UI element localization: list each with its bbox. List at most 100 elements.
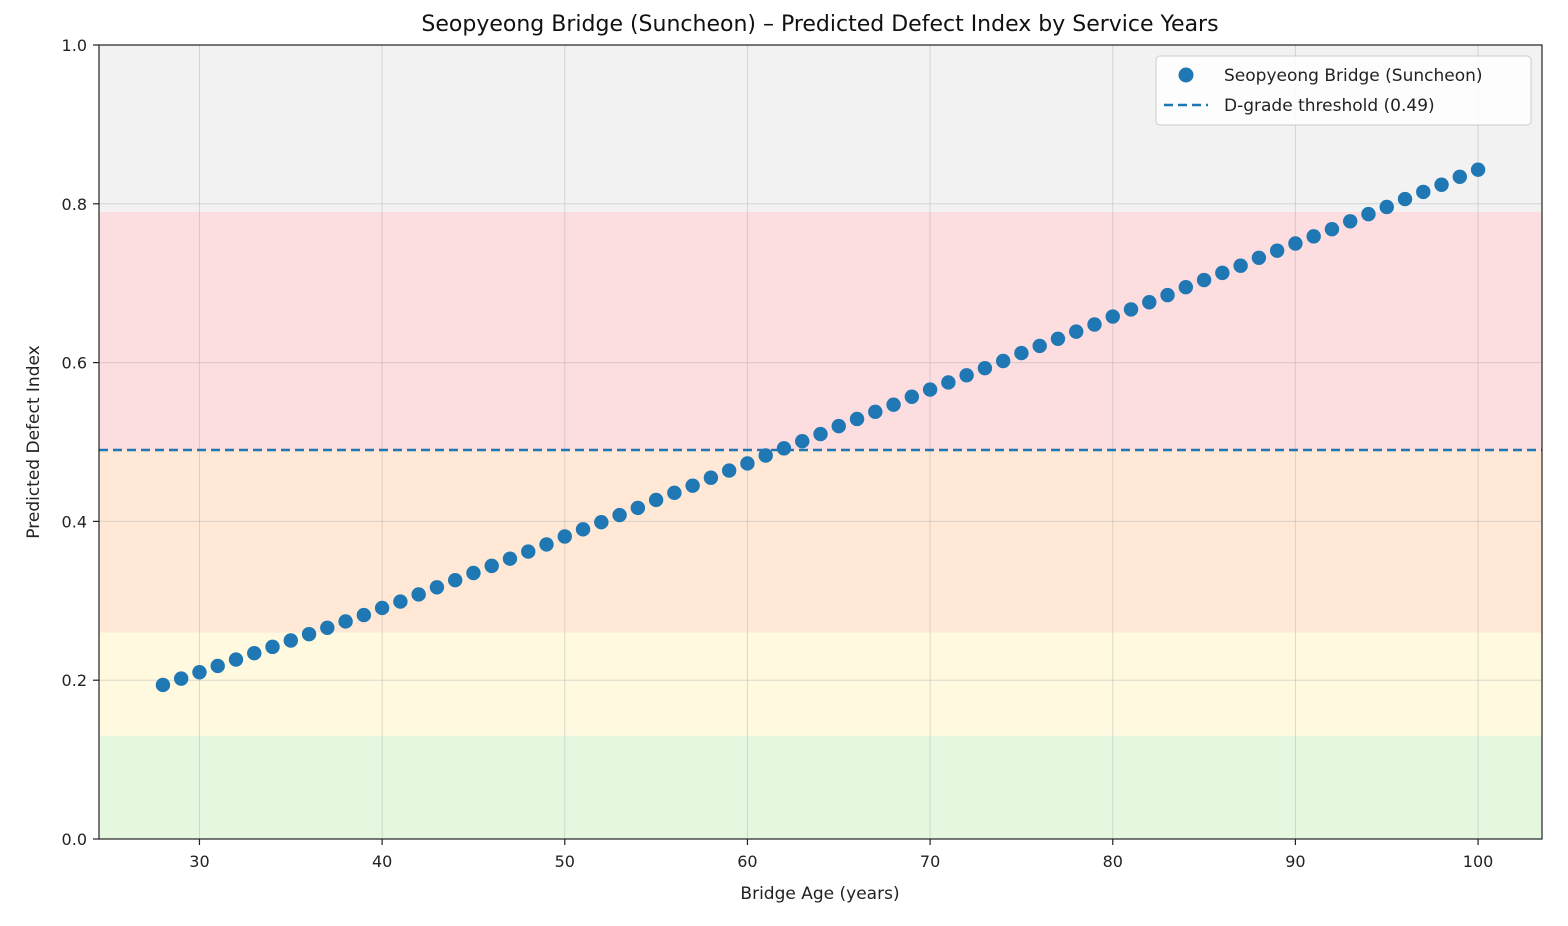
y-tick-label-0.0: 0.0 [62, 830, 87, 849]
data-point-age-90 [1288, 236, 1303, 251]
data-point-age-70 [922, 382, 938, 397]
data-point-age-64 [813, 426, 828, 442]
data-point-age-66 [849, 411, 865, 427]
x-tick-label-90: 90 [1285, 852, 1305, 871]
grid-lines [99, 44, 1542, 840]
x-tick-label-60: 60 [737, 852, 757, 871]
data-point-age-40 [374, 600, 390, 616]
legend-label-threshold: D-grade threshold (0.49) [1224, 96, 1435, 116]
data-point-age-44 [447, 572, 463, 588]
data-point-age-54 [630, 500, 646, 516]
data-point-age-51 [575, 522, 591, 537]
x-tick-label-80: 80 [1103, 852, 1123, 871]
severity-band-4 [99, 211, 1542, 450]
data-point-age-93 [1343, 214, 1358, 229]
data-point-age-38 [338, 614, 353, 629]
data-point-age-58 [703, 470, 719, 485]
data-point-age-69 [904, 389, 920, 404]
severity-band-3 [99, 449, 1542, 633]
data-point-age-47 [502, 551, 518, 566]
x-tick-label-30: 30 [189, 852, 209, 871]
data-point-age-35 [283, 633, 298, 648]
data-point-age-77 [1050, 331, 1066, 346]
data-point-age-46 [484, 558, 499, 574]
data-point-age-85 [1196, 272, 1212, 288]
data-point-age-28 [155, 677, 171, 693]
data-point-age-30 [192, 665, 207, 680]
data-point-age-42 [411, 587, 426, 602]
data-point-age-59 [721, 463, 737, 478]
severity-band-2 [99, 632, 1542, 736]
data-point-age-43 [429, 580, 445, 595]
legend-label-series: Seopyeong Bridge (Suncheon) [1224, 66, 1483, 86]
data-point-age-53 [612, 507, 627, 523]
data-point-age-39 [356, 607, 372, 623]
data-point-age-72 [959, 368, 974, 383]
data-point-age-81 [1123, 302, 1139, 317]
data-point-age-97 [1416, 184, 1431, 200]
data-point-age-78 [1069, 324, 1084, 339]
data-point-age-50 [557, 529, 572, 544]
data-point-age-95 [1379, 199, 1394, 215]
y-tick-label-0.8: 0.8 [62, 195, 87, 214]
data-point-age-75 [1014, 345, 1029, 361]
data-point-age-100 [1470, 162, 1486, 177]
chart-title: Seopyeong Bridge (Suncheon) – Predicted … [421, 12, 1218, 37]
y-axis-ticks: 0.0 0.2 0.4 0.6 0.8 1.0 [62, 36, 99, 849]
data-point-age-87 [1233, 258, 1248, 273]
data-point-age-61 [758, 448, 773, 463]
data-point-age-92 [1324, 222, 1340, 237]
y-tick-label-1.0: 1.0 [62, 36, 87, 55]
severity-bands [99, 45, 1542, 839]
data-point-age-55 [648, 492, 664, 508]
data-point-age-71 [941, 375, 956, 390]
data-point-age-33 [247, 646, 262, 661]
severity-band-1 [99, 735, 1542, 839]
data-point-age-48 [521, 544, 536, 559]
data-point-age-41 [393, 594, 408, 609]
data-point-age-73 [977, 360, 993, 376]
plot-frame [98, 44, 1543, 840]
data-point-age-32 [228, 652, 244, 667]
data-point-age-37 [320, 620, 335, 635]
data-point-age-96 [1397, 191, 1413, 207]
legend-box [1155, 55, 1532, 126]
x-tick-label-70: 70 [920, 852, 940, 871]
y-tick-label-0.6: 0.6 [62, 354, 87, 373]
data-point-age-56 [667, 485, 682, 501]
data-point-age-57 [685, 478, 700, 493]
legend-marker-series [1178, 67, 1194, 83]
data-point-age-98 [1434, 177, 1449, 192]
x-tick-label-100: 100 [1463, 852, 1494, 871]
data-point-age-60 [740, 456, 755, 471]
y-tick-label-0.2: 0.2 [62, 671, 87, 690]
data-point-age-83 [1160, 287, 1175, 303]
data-point-age-34 [265, 639, 280, 655]
data-point-age-99 [1452, 169, 1468, 185]
data-points [155, 162, 1486, 693]
x-tick-label-40: 40 [372, 852, 392, 871]
x-tick-label-50: 50 [555, 852, 575, 871]
data-point-age-29 [173, 671, 189, 686]
data-point-age-31 [210, 658, 225, 674]
data-point-age-36 [301, 626, 317, 642]
data-point-age-94 [1361, 206, 1376, 222]
data-point-age-65 [831, 418, 846, 434]
data-point-age-80 [1105, 309, 1120, 324]
data-point-age-45 [466, 565, 481, 581]
legend: Seopyeong Bridge (Suncheon) D-grade thre… [1155, 55, 1532, 126]
data-point-age-52 [594, 514, 609, 530]
data-point-age-88 [1251, 250, 1267, 265]
data-point-age-49 [539, 537, 554, 552]
data-point-age-67 [868, 404, 883, 420]
data-point-age-84 [1178, 279, 1194, 295]
data-point-age-68 [886, 397, 901, 412]
data-point-age-79 [1087, 317, 1102, 332]
data-point-age-91 [1306, 229, 1321, 244]
x-axis-ticks: 30 40 50 60 70 80 90 100 [189, 839, 1493, 871]
y-tick-label-0.4: 0.4 [62, 512, 87, 531]
data-point-age-89 [1269, 243, 1285, 258]
data-point-age-63 [795, 434, 810, 449]
data-point-age-82 [1142, 295, 1157, 310]
